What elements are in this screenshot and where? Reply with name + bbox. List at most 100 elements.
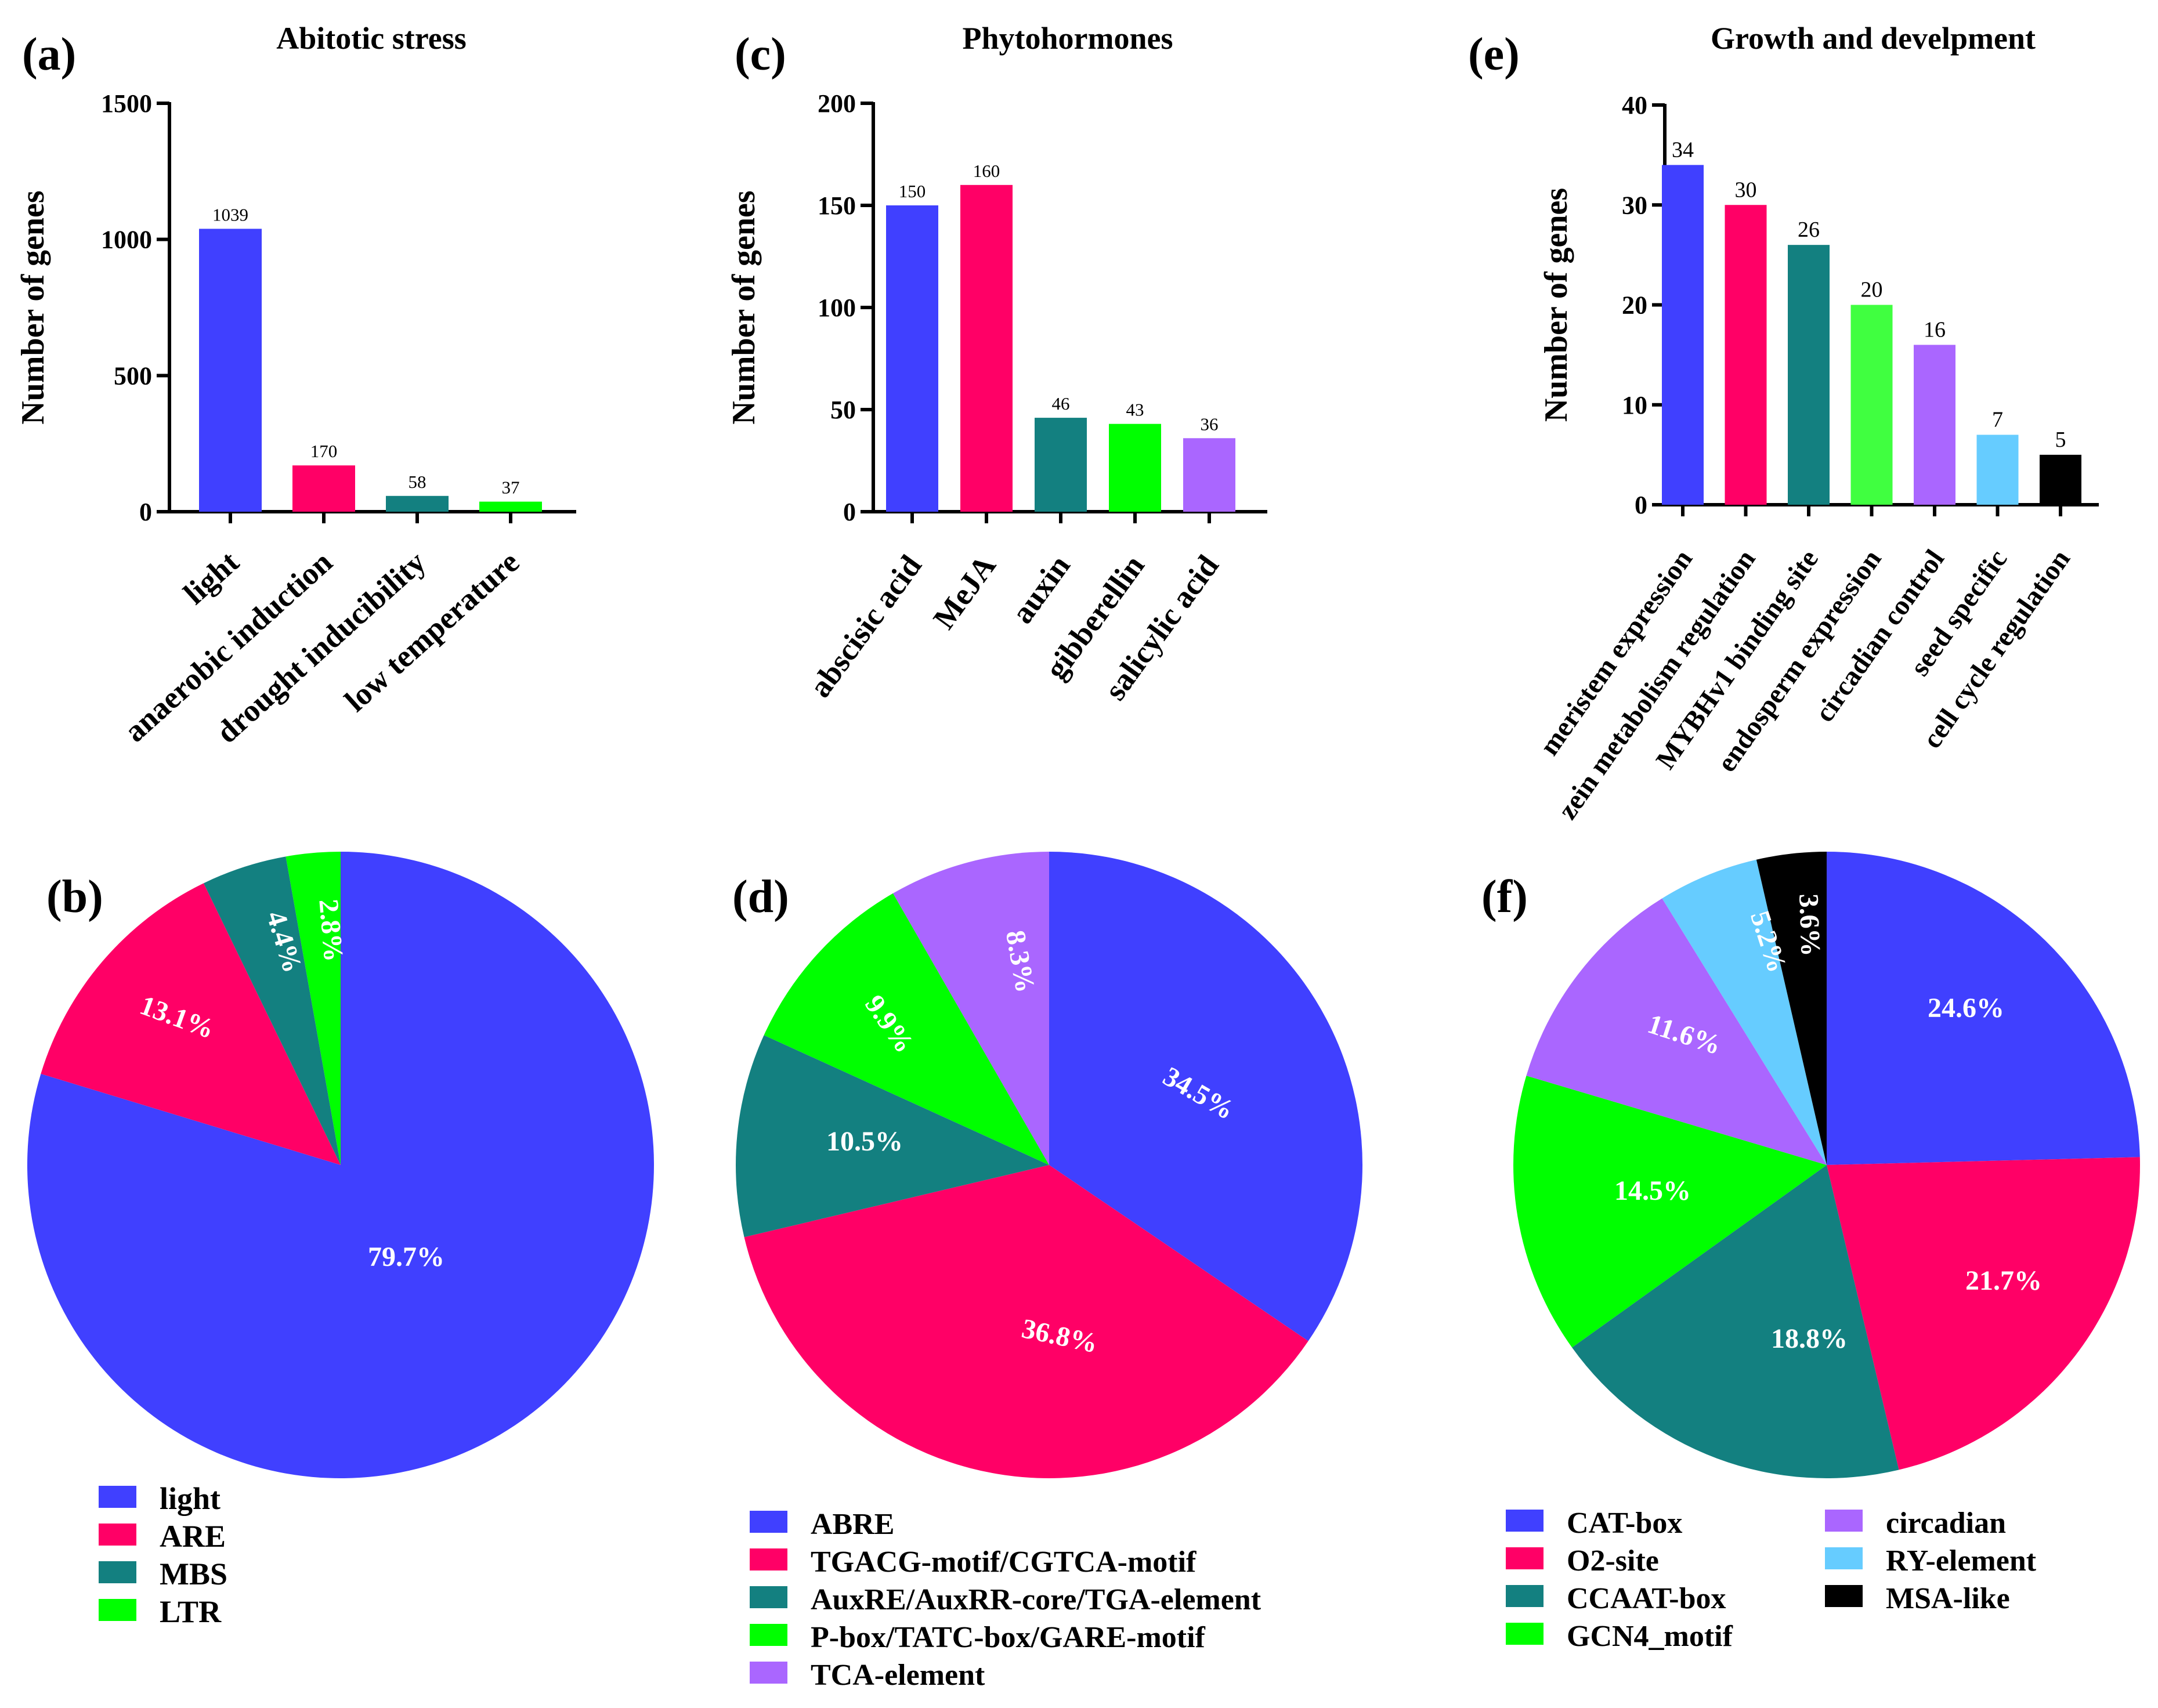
legend-label: ARE xyxy=(160,1519,226,1554)
y-tick-label: 0 xyxy=(843,498,856,526)
legend-swatch-circadian xyxy=(1825,1510,1863,1532)
data-label: 34 xyxy=(1672,137,1694,162)
chart-title-c: Phytohormones xyxy=(963,21,1173,56)
legend-swatch-cat-box xyxy=(1506,1510,1544,1532)
pie-slice-ccaat-box xyxy=(1572,1165,1899,1478)
bar-seed-specific xyxy=(1976,435,2019,505)
data-label: 1039 xyxy=(212,204,248,225)
data-label: 7 xyxy=(1992,407,2003,432)
bar-salicylic-acid xyxy=(1183,438,1235,512)
legend-swatch-mbs xyxy=(99,1561,136,1583)
pie-value-label: 2.8% xyxy=(313,898,349,963)
legend-label: CCAAT-box xyxy=(1567,1582,1726,1615)
legend-label: circadian xyxy=(1886,1507,2006,1540)
pie-slice-light xyxy=(27,852,655,1478)
bar-chart-c: (c) Phytohormones Number of genes 0 50 100 150… xyxy=(726,21,1267,707)
legend-label: CAT-box xyxy=(1567,1507,1682,1540)
legend-swatch-ltr xyxy=(99,1599,136,1621)
data-label: 16 xyxy=(1924,317,1946,342)
legend-label: MBS xyxy=(160,1557,227,1591)
panel-label-b: (b) xyxy=(46,871,103,922)
y-tick-label: 50 xyxy=(830,396,856,424)
bar-gibberellin xyxy=(1109,424,1161,512)
y-tick-label: 0 xyxy=(139,498,152,526)
legend-label: O2-site xyxy=(1567,1544,1659,1577)
pie-value-label: 3.6% xyxy=(1793,893,1826,957)
x-tick-label: abscisic acid xyxy=(803,549,928,704)
pie-value-label: 21.7% xyxy=(1965,1265,2042,1296)
data-label: 30 xyxy=(1735,178,1757,202)
y-axis-label-a: Number of genes xyxy=(15,190,51,424)
bar-low-temperature xyxy=(479,501,542,512)
legend-swatch-auxre-auxrr-core-tga-element xyxy=(750,1586,787,1608)
bar-auxin xyxy=(1035,418,1087,512)
data-label: 26 xyxy=(1798,218,1820,242)
legend-label: RY-element xyxy=(1886,1544,2037,1577)
pie-slice-ry-element xyxy=(1662,859,1827,1165)
chart-title-a: Abitotic stress xyxy=(276,21,466,56)
pie-slice-o2-site xyxy=(1827,1157,2140,1470)
pie-slice-msa-like xyxy=(1756,852,1827,1165)
y-tick-label: 1000 xyxy=(101,226,152,254)
y-axis-label-e: Number of genes xyxy=(1538,188,1574,422)
bar-drought-inducibility xyxy=(386,495,449,512)
pie-slice-cat-box xyxy=(1827,852,2140,1165)
x-tick-label: auxin xyxy=(1004,549,1076,630)
chart-title-e: Growth and develpment xyxy=(1711,21,2036,56)
bar-anaerobic-induction xyxy=(292,465,355,512)
bar-meristem-expression xyxy=(1662,165,1704,505)
pie-slice-tca-element xyxy=(892,852,1049,1165)
pie-slice-tgacg-motif-cgtca-motif xyxy=(744,1165,1308,1478)
pie-slice-mbs xyxy=(203,856,341,1165)
panel-label-d: (d) xyxy=(732,871,789,922)
bar-chart-a: (a) Abitotic stress Number of genes 0 500 100… xyxy=(15,21,576,750)
y-axis-label-c: Number of genes xyxy=(726,190,762,424)
bar-cell-cycle-regulation xyxy=(2040,454,2081,505)
y-tick-label: 10 xyxy=(1622,391,1647,419)
legend-swatch-msa-like xyxy=(1825,1585,1863,1607)
legend-label: P-box/TATC-box/GARE-motif xyxy=(811,1621,1206,1654)
y-tick-label: 30 xyxy=(1622,191,1647,219)
legend-d: ABRE TGACG-motif/CGTCA-motif AuxRE/AuxRR-c… xyxy=(750,1508,1261,1692)
legend-label: AuxRE/AuxRR-core/TGA-element xyxy=(811,1583,1261,1616)
legend-swatch-p-box-tatc-box-gare-motif xyxy=(750,1624,787,1646)
data-label: 58 xyxy=(409,472,426,492)
bar-chart-e: (e) Growth and develpment Number of genes 0… xyxy=(1468,21,2099,825)
x-tick-label: MeJA xyxy=(926,549,1002,635)
legend-swatch-tca-element xyxy=(750,1662,787,1684)
legend-label: TGACG-motif/CGTCA-motif xyxy=(811,1546,1197,1579)
pie-slice-auxre-auxrr-core-tga-element xyxy=(735,1035,1049,1237)
bar-abscisic-acid xyxy=(886,205,938,512)
legend-label: MSA-like xyxy=(1886,1582,2010,1615)
data-label: 37 xyxy=(502,477,520,498)
y-tick-label: 100 xyxy=(818,294,856,322)
legend-swatch-ry-element xyxy=(1825,1547,1863,1569)
y-tick-label: 40 xyxy=(1622,91,1647,120)
bar-mybhv1-binding-site xyxy=(1788,245,1830,505)
pie-slice-circadian xyxy=(1526,898,1827,1165)
y-tick-label: 0 xyxy=(1635,491,1647,519)
legend-label: LTR xyxy=(160,1594,222,1629)
legend-swatch-gcn4-motif xyxy=(1506,1623,1544,1645)
pie-slice-ltr xyxy=(285,852,341,1165)
data-label: 43 xyxy=(1126,400,1144,420)
y-tick-label: 1500 xyxy=(101,89,152,118)
data-label: 5 xyxy=(2055,428,2066,452)
bar-light xyxy=(199,229,262,512)
pie-slice-gcn4-motif xyxy=(1513,1076,1827,1348)
legend-swatch-are xyxy=(99,1524,136,1546)
panel-label-f: (f) xyxy=(1481,871,1528,922)
legend-label: ABRE xyxy=(811,1508,894,1541)
y-tick-label: 20 xyxy=(1622,291,1647,320)
y-tick-label: 500 xyxy=(114,361,152,390)
bar-meja xyxy=(960,184,1013,512)
pie-value-label: 18.8% xyxy=(1771,1323,1848,1354)
data-label: 46 xyxy=(1052,393,1070,414)
pie-slice-p-box-tatc-box-gare-motif xyxy=(764,893,1049,1165)
bar-endosperm-expression xyxy=(1850,305,1893,505)
data-label: 150 xyxy=(899,181,926,201)
pie-value-label: 24.6% xyxy=(1928,993,2004,1023)
